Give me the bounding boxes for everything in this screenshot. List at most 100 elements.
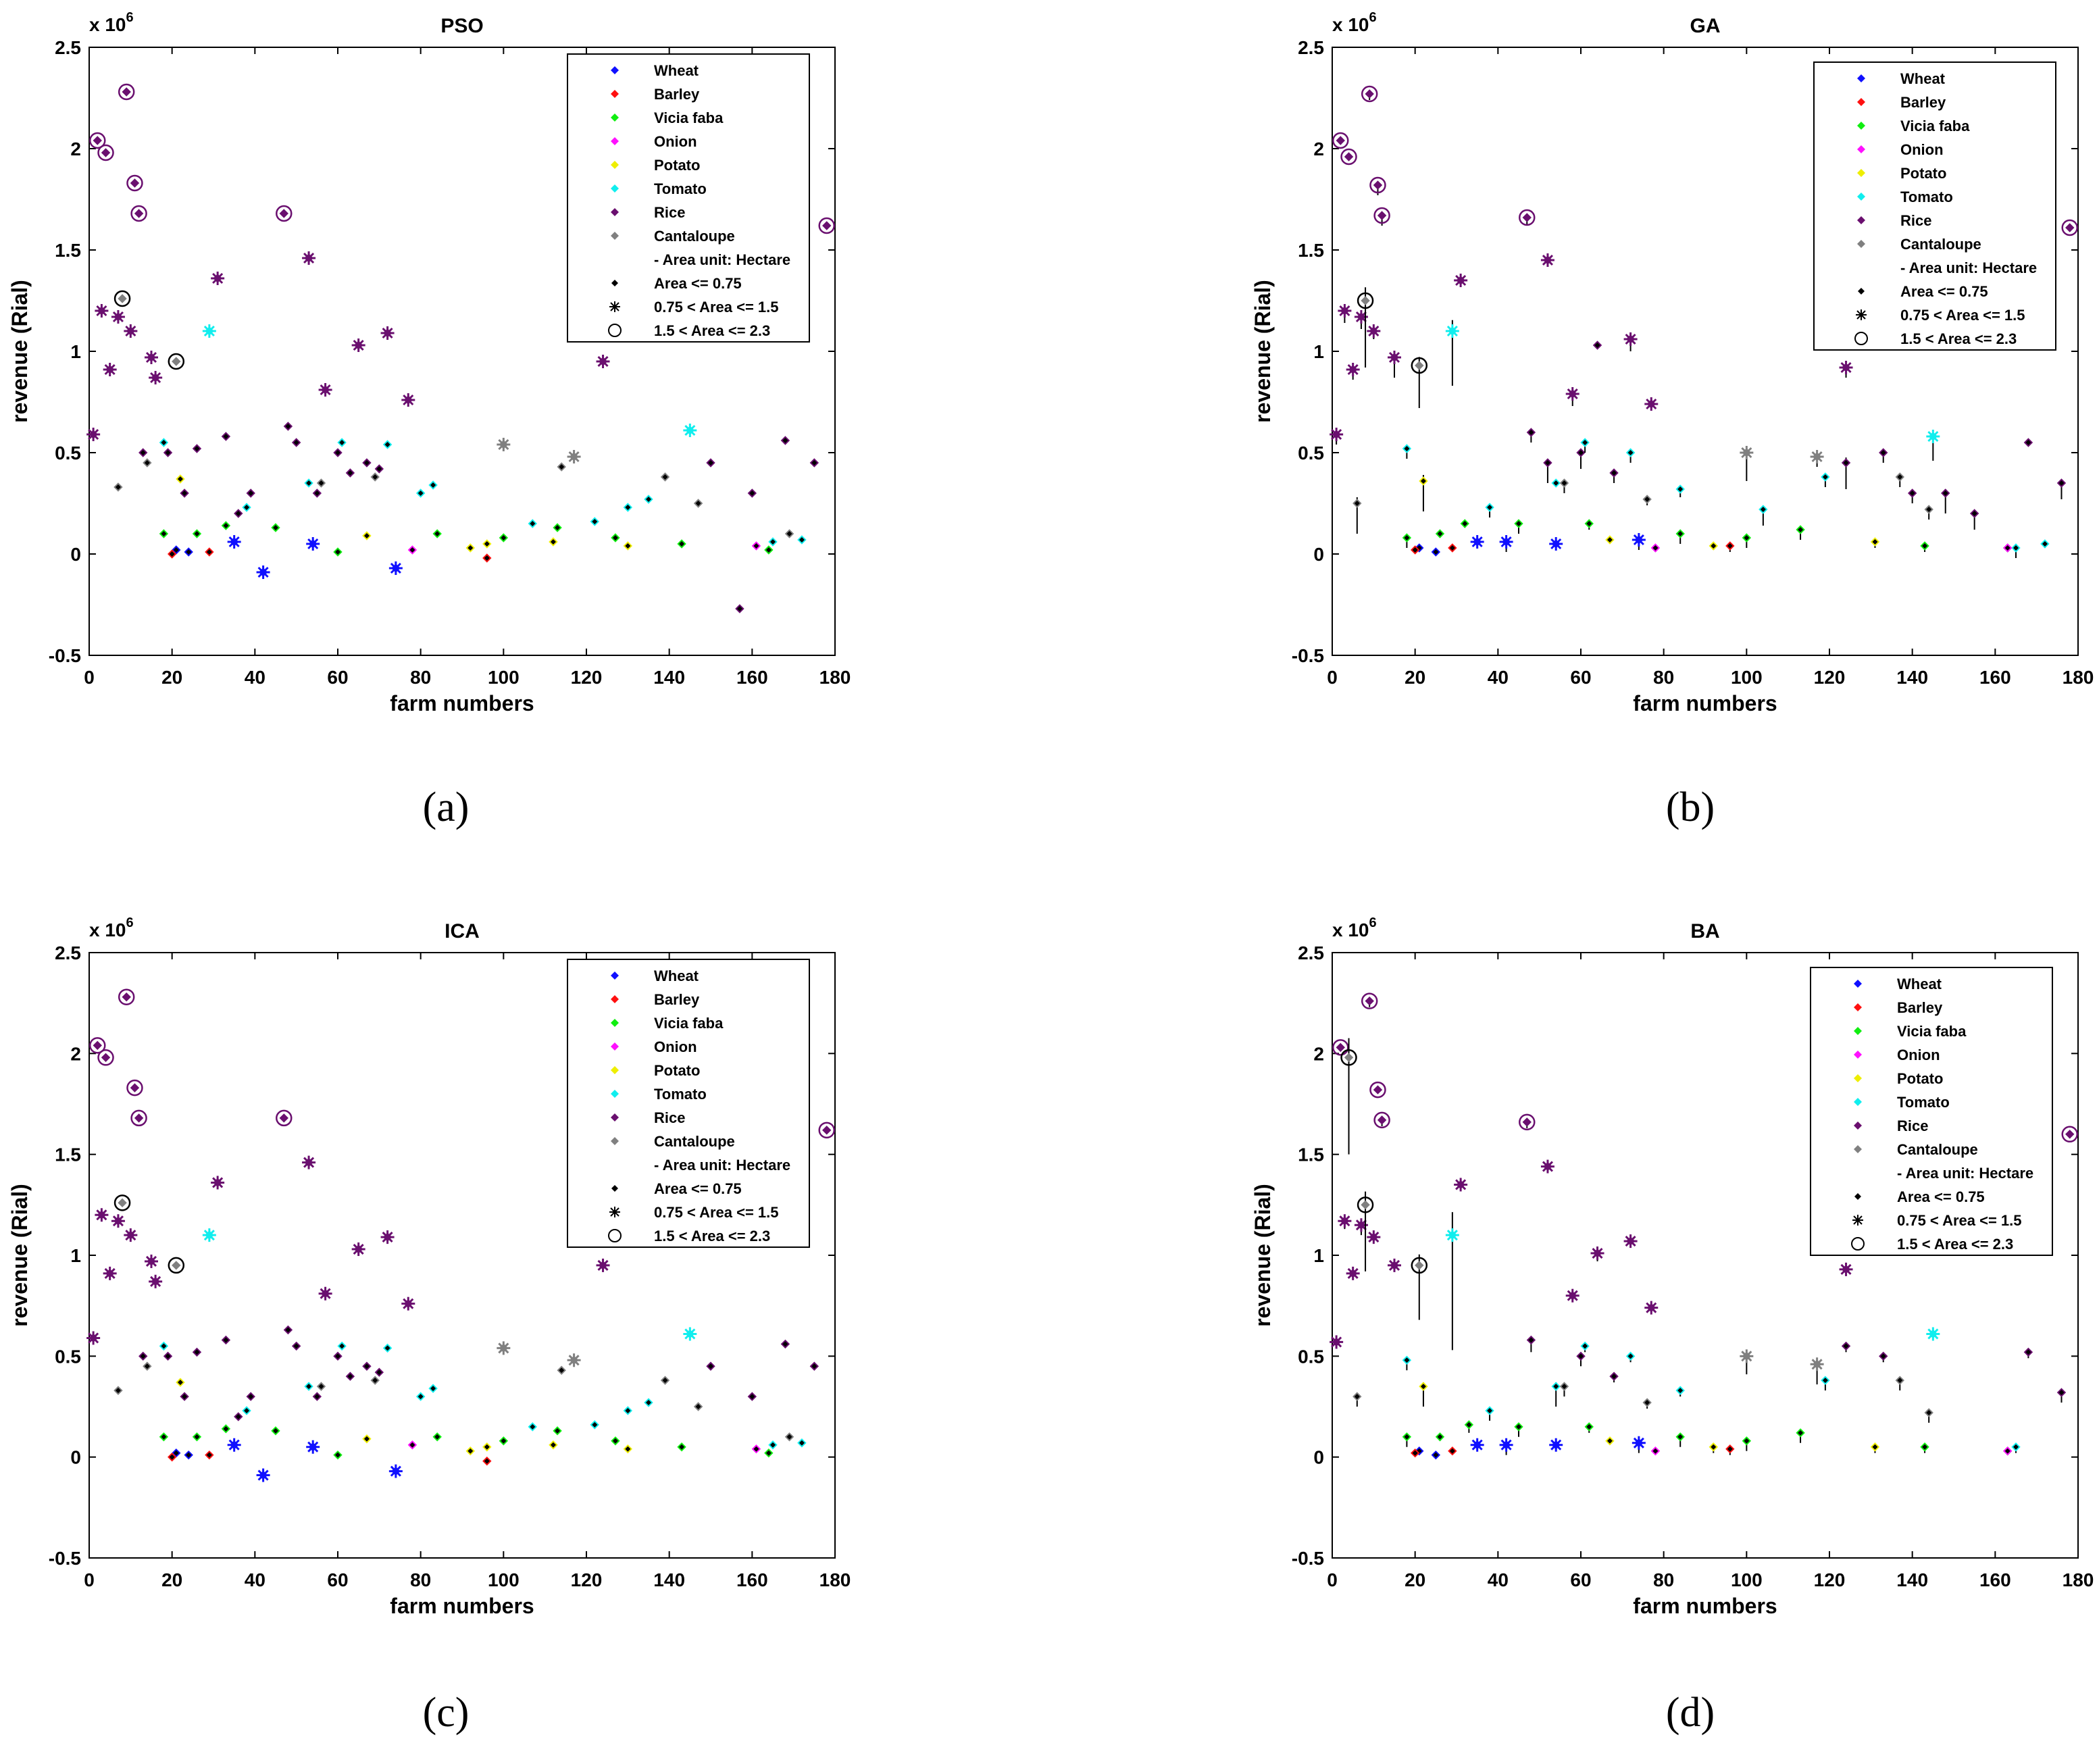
area-dot-marker (363, 460, 370, 465)
legend-area-label: 0.75 < Area <= 1.5 (654, 1204, 779, 1221)
legend-area-circle-icon (608, 1229, 622, 1242)
x-tick-label: 180 (2063, 667, 2094, 688)
area-dot-marker (177, 476, 183, 482)
area-dot-marker (363, 533, 370, 538)
data-point-tomato (623, 503, 633, 512)
crop-marker (1522, 1117, 1532, 1127)
data-point-vicia-faba (1920, 1442, 1929, 1452)
data-point-rice (380, 1230, 395, 1244)
area-dot-marker (555, 1428, 561, 1434)
y-tick-label: 1.5 (1298, 240, 1324, 261)
data-point-cantaloupe (497, 438, 511, 451)
area-dot-marker (695, 501, 701, 506)
area-star-marker (1646, 398, 1657, 410)
area-star-marker (568, 451, 580, 463)
data-point-rice (351, 338, 365, 352)
area-dot-marker (235, 1413, 241, 1419)
area-dot-marker (1926, 1409, 1932, 1415)
area-dot-marker (347, 1374, 353, 1380)
data-point-tomato (768, 1440, 778, 1450)
x-axis-label: farm numbers (390, 1594, 534, 1618)
legend-swatch-onion (611, 137, 619, 145)
legend-area-label: 1.5 < Area <= 2.3 (1897, 1236, 2013, 1253)
area-dot-marker (1711, 543, 1717, 549)
area-dot-marker (1644, 497, 1650, 502)
area-circle-marker (1340, 1049, 1357, 1066)
area-dot-marker (484, 1444, 490, 1450)
crop-marker (101, 148, 111, 157)
x-tick-label: 40 (245, 1569, 265, 1590)
crop-marker (279, 1113, 288, 1123)
data-point-tomato (415, 488, 426, 498)
area-dot-marker (2013, 545, 2019, 551)
data-point-vicia-faba (1742, 1436, 1752, 1446)
data-point-vicia-faba (1435, 529, 1445, 538)
chart-panel-ga: 0 20 40 60 80 100 120 140 160 1802.521.510.50-0.5… (1250, 10, 2094, 830)
data-point-cantaloupe (168, 1257, 185, 1274)
data-point-rice (1369, 1081, 1386, 1099)
data-point-tomato (304, 1382, 313, 1391)
y-axis-label: revenue (Rial) (1250, 1184, 1275, 1327)
data-point-vicia-faba (1584, 1422, 1594, 1432)
area-dot-marker (1971, 511, 1977, 516)
data-point-cantaloupe (1559, 1382, 1569, 1391)
data-point-cantaloupe (1924, 505, 1933, 514)
area-star-marker (382, 1232, 393, 1243)
data-point-vicia-faba (677, 1442, 686, 1452)
area-dot-marker (306, 1384, 312, 1390)
area-dot-marker (501, 535, 507, 540)
crop-marker (93, 1040, 102, 1051)
data-point-rice (192, 1347, 202, 1357)
data-point-tomato (337, 438, 347, 447)
legend-label: Wheat (1897, 976, 1942, 992)
area-star-marker (1368, 1232, 1380, 1243)
crop-marker (122, 992, 131, 1002)
data-point-rice (1609, 1371, 1619, 1381)
data-point-rice (126, 174, 143, 192)
area-star-marker (212, 1177, 224, 1188)
area-dot-marker (753, 543, 759, 549)
crop-marker (1365, 996, 1374, 1006)
legend-label: Rice (1900, 212, 1931, 229)
data-point-cantaloupe (1642, 495, 1652, 504)
area-dot-marker (749, 490, 755, 496)
data-point-rice (1540, 1159, 1554, 1174)
legend-label: Barley (654, 86, 700, 103)
area-dot-marker (165, 450, 171, 455)
area-dot-marker (467, 545, 474, 551)
area-dot-marker (1404, 535, 1410, 540)
legend-swatch-rice (611, 208, 619, 216)
area-dot-marker (1433, 549, 1439, 555)
data-point-rice (1543, 458, 1552, 468)
data-point-rice (1346, 1266, 1360, 1280)
y-tick-label: 0.5 (1298, 1346, 1324, 1367)
x-tick-label: 100 (488, 1569, 520, 1590)
data-point-rice (95, 304, 109, 318)
y-tick-label: 0 (1313, 544, 1324, 565)
y-tick-label: -0.5 (1292, 1548, 1324, 1569)
area-star-marker (684, 424, 696, 436)
y-tick-label: 2 (1313, 138, 1324, 159)
area-dot-marker (1744, 1438, 1750, 1444)
area-dot-marker (550, 539, 556, 545)
data-point-vicia-faba (271, 1426, 280, 1436)
area-dot-marker (244, 505, 250, 510)
data-point-rice (1839, 1262, 1853, 1276)
crop-marker (1373, 180, 1383, 190)
area-dot-marker (2004, 545, 2011, 551)
x-tick-label: 140 (653, 1569, 685, 1590)
area-dot-marker (273, 1428, 278, 1434)
area-dot-marker (1760, 507, 1766, 512)
data-point-tomato (428, 480, 438, 490)
data-point-rice (1367, 324, 1381, 338)
area-dot-marker (169, 1454, 175, 1460)
area-star-marker (353, 1243, 364, 1255)
data-point-rice (118, 988, 135, 1005)
data-point-potato (362, 531, 372, 540)
area-star-marker (125, 1230, 136, 1241)
area-star-marker (145, 1255, 157, 1267)
data-point-vicia-faba (1796, 1428, 1805, 1438)
crop-marker (1373, 1085, 1383, 1094)
data-point-vicia-faba (1584, 519, 1594, 528)
